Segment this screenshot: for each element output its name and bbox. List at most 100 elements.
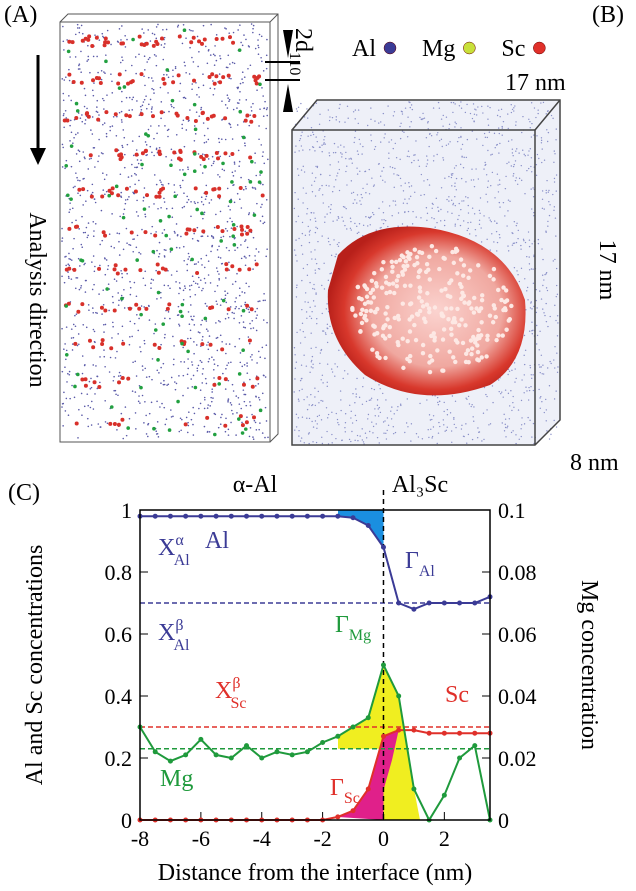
atom <box>497 184 498 185</box>
atom <box>350 308 354 312</box>
atom <box>519 281 520 282</box>
data-point <box>396 728 401 733</box>
atom <box>217 174 219 176</box>
atom <box>229 236 231 238</box>
atom <box>65 265 67 267</box>
atom <box>302 149 303 150</box>
atom <box>425 291 429 295</box>
atom <box>426 207 427 208</box>
atom <box>394 413 395 414</box>
atom <box>104 60 108 64</box>
atom <box>147 436 149 438</box>
atom <box>128 176 130 178</box>
atom <box>488 125 489 126</box>
atom <box>172 207 174 209</box>
atom <box>327 382 328 383</box>
atom <box>331 255 332 256</box>
atom <box>397 406 398 407</box>
atom <box>440 209 441 210</box>
atom <box>314 181 315 182</box>
atom <box>511 232 512 233</box>
atom <box>465 181 466 182</box>
atom <box>164 125 166 127</box>
atom <box>87 34 91 38</box>
atom <box>192 228 196 232</box>
atom <box>234 170 236 172</box>
atom <box>523 355 524 356</box>
atom <box>344 225 345 226</box>
x-tick-label: 2 <box>439 826 450 851</box>
atom <box>329 164 330 165</box>
atom <box>132 140 134 142</box>
atom <box>495 147 496 148</box>
atom <box>198 87 200 89</box>
atom <box>69 398 71 400</box>
atom <box>104 193 106 195</box>
atom <box>235 434 237 436</box>
atom <box>501 391 502 392</box>
atom <box>76 109 80 113</box>
atom <box>338 350 339 351</box>
atom <box>250 106 252 108</box>
atom <box>62 147 64 149</box>
atom <box>230 152 234 156</box>
atom <box>98 155 100 157</box>
atom <box>227 67 229 69</box>
atom <box>244 119 248 123</box>
atom <box>492 385 493 386</box>
atom <box>131 99 133 101</box>
atom <box>65 353 69 357</box>
atom <box>84 123 86 125</box>
atom <box>179 310 183 314</box>
atom <box>158 191 162 195</box>
atom <box>511 112 512 113</box>
atom <box>90 195 94 199</box>
atom <box>121 376 125 380</box>
atom <box>112 125 114 127</box>
atom <box>317 416 318 417</box>
atom <box>231 41 235 45</box>
data-point <box>366 523 371 528</box>
atom <box>331 333 332 334</box>
dimension-label: 17 nm <box>594 240 620 301</box>
atom <box>175 68 177 70</box>
atom <box>178 149 182 153</box>
atom <box>72 207 74 209</box>
atom <box>151 152 153 154</box>
atom <box>236 87 238 89</box>
atom <box>209 431 211 433</box>
atom <box>157 24 159 26</box>
atom <box>251 385 255 389</box>
atom <box>306 213 307 214</box>
data-point <box>366 715 371 720</box>
atom <box>214 291 216 293</box>
atom <box>200 258 202 260</box>
atom <box>526 390 527 391</box>
atom <box>488 180 489 181</box>
atom <box>531 102 532 103</box>
atom <box>549 361 550 362</box>
atom <box>76 313 78 315</box>
atom <box>149 319 151 321</box>
atom <box>337 244 338 245</box>
atom <box>245 239 247 241</box>
annotation: XαAl <box>158 532 190 569</box>
atom <box>461 425 462 426</box>
atom <box>338 424 339 425</box>
atom <box>181 124 183 126</box>
atom <box>225 139 227 141</box>
atom <box>557 372 558 373</box>
atom <box>433 160 434 161</box>
atom <box>67 373 69 375</box>
atom <box>157 421 159 423</box>
atom <box>178 25 180 27</box>
atom <box>177 26 179 28</box>
atom <box>378 208 379 209</box>
atom <box>388 141 389 142</box>
atom <box>521 400 522 401</box>
atom <box>332 442 333 443</box>
atom <box>537 154 538 155</box>
atom <box>121 342 125 346</box>
atom <box>360 308 364 312</box>
atom <box>416 275 420 279</box>
